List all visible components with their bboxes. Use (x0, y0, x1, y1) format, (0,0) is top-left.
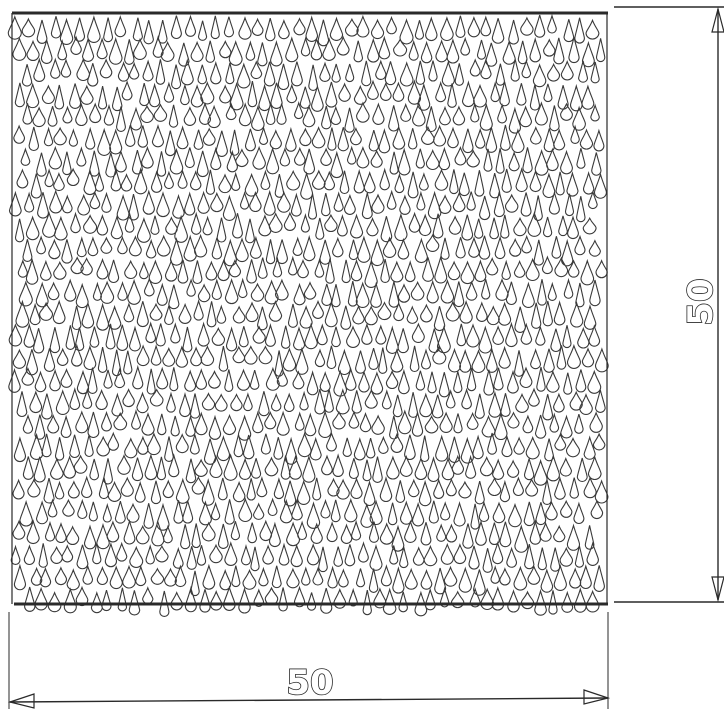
height-arrow-bottom-icon (711, 576, 724, 603)
droplet-shapes (7, 13, 609, 617)
height-arrow-top-icon (711, 6, 724, 33)
width-arrow-right-icon (583, 689, 611, 705)
width-dimension-label: 50 (286, 663, 333, 703)
droplet-texture-icon (7, 13, 609, 617)
width-dimension-line (9, 697, 609, 703)
height-dimension-label: 50 (681, 278, 721, 325)
width-arrow-left-icon (7, 693, 35, 709)
